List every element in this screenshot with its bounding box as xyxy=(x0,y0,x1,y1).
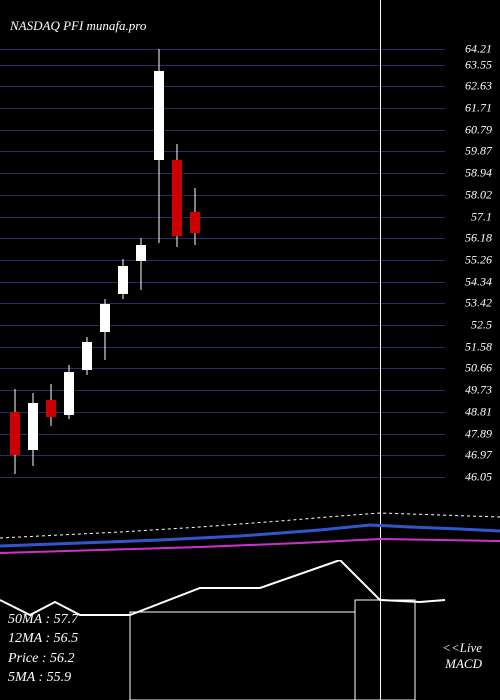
candle xyxy=(82,337,92,375)
gridline xyxy=(0,477,445,478)
candle-body xyxy=(136,245,146,261)
candle xyxy=(64,365,74,419)
gridline xyxy=(0,347,445,348)
indicator-line xyxy=(0,560,445,615)
gridline xyxy=(0,455,445,456)
macd-live-label: <<Live xyxy=(442,640,482,656)
gridline xyxy=(0,282,445,283)
candle xyxy=(154,49,164,242)
candle-body xyxy=(100,304,110,332)
gridline xyxy=(0,195,445,196)
y-axis-label: 54.34 xyxy=(465,274,492,289)
candle xyxy=(10,389,20,474)
gridline xyxy=(0,86,445,87)
candle-body xyxy=(172,160,182,235)
ma12-value: 12MA : 56.5 xyxy=(8,629,78,649)
candle-body xyxy=(82,342,92,370)
indicator-line xyxy=(0,525,500,546)
indicator-box xyxy=(130,612,355,700)
candle xyxy=(46,384,56,426)
indicator-ma-lines xyxy=(0,498,500,558)
y-axis-label: 63.55 xyxy=(465,57,492,72)
gridline xyxy=(0,303,445,304)
gridline xyxy=(0,65,445,66)
candle-body xyxy=(28,403,38,450)
gridline xyxy=(0,151,445,152)
ma-readout: 50MA : 57.7 12MA : 56.5 Price : 56.2 5MA… xyxy=(8,610,78,688)
chart-container: NASDAQ PFI munafa.pro 64.2163.55 62.63 61.… xyxy=(0,0,500,700)
y-axis-label: 64.21 xyxy=(465,42,492,57)
chart-title: NASDAQ PFI munafa.pro xyxy=(10,18,146,34)
candle xyxy=(28,393,38,466)
y-axis-label: 57.1 xyxy=(471,209,492,224)
candle xyxy=(190,188,200,245)
indicator-box xyxy=(355,600,415,700)
gridline xyxy=(0,325,445,326)
y-axis-label: 50.66 xyxy=(465,361,492,376)
candle xyxy=(118,259,128,299)
y-axis-label: 48.81 xyxy=(465,405,492,420)
ma5-value: 5MA : 55.9 xyxy=(8,668,78,688)
gridline xyxy=(0,238,445,239)
y-axis-label: 53.42 xyxy=(465,296,492,311)
y-axis-label: 61.71 xyxy=(465,101,492,116)
candle xyxy=(136,238,146,290)
y-axis-label: 58.94 xyxy=(465,166,492,181)
gridline xyxy=(0,217,445,218)
macd-label: MACD xyxy=(445,656,482,672)
price-chart: 64.2163.55 62.63 61.71 60.79 59.87 58.94 58.02… xyxy=(0,40,500,490)
y-axis-label: 49.73 xyxy=(465,383,492,398)
gridline xyxy=(0,434,445,435)
gridline xyxy=(0,108,445,109)
candle-body xyxy=(154,71,164,161)
y-axis-label: 60.79 xyxy=(465,122,492,137)
candle xyxy=(100,299,110,360)
y-axis-label: 62.63 xyxy=(465,79,492,94)
gridline xyxy=(0,49,445,50)
gridline xyxy=(0,173,445,174)
y-axis-label: 51.58 xyxy=(465,339,492,354)
candle-body xyxy=(46,400,56,416)
indicator-line xyxy=(0,539,500,553)
candle-body xyxy=(118,266,128,294)
y-axis-label: 58.02 xyxy=(465,188,492,203)
candle-body xyxy=(64,372,74,414)
y-axis-label: 56.18 xyxy=(465,231,492,246)
y-axis-label: 46.97 xyxy=(465,448,492,463)
ma50-value: 50MA : 57.7 xyxy=(8,610,78,630)
y-axis-label: 59.87 xyxy=(465,144,492,159)
y-axis-label: 46.05 xyxy=(465,470,492,485)
y-axis-label: 52.5 xyxy=(471,318,492,333)
y-axis-label: 55.26 xyxy=(465,253,492,268)
candle-body xyxy=(190,212,200,233)
gridline xyxy=(0,130,445,131)
candle xyxy=(172,144,182,248)
y-axis-label: 47.89 xyxy=(465,426,492,441)
candle-body xyxy=(10,412,20,454)
price-value: Price : 56.2 xyxy=(8,649,78,669)
gridline xyxy=(0,260,445,261)
